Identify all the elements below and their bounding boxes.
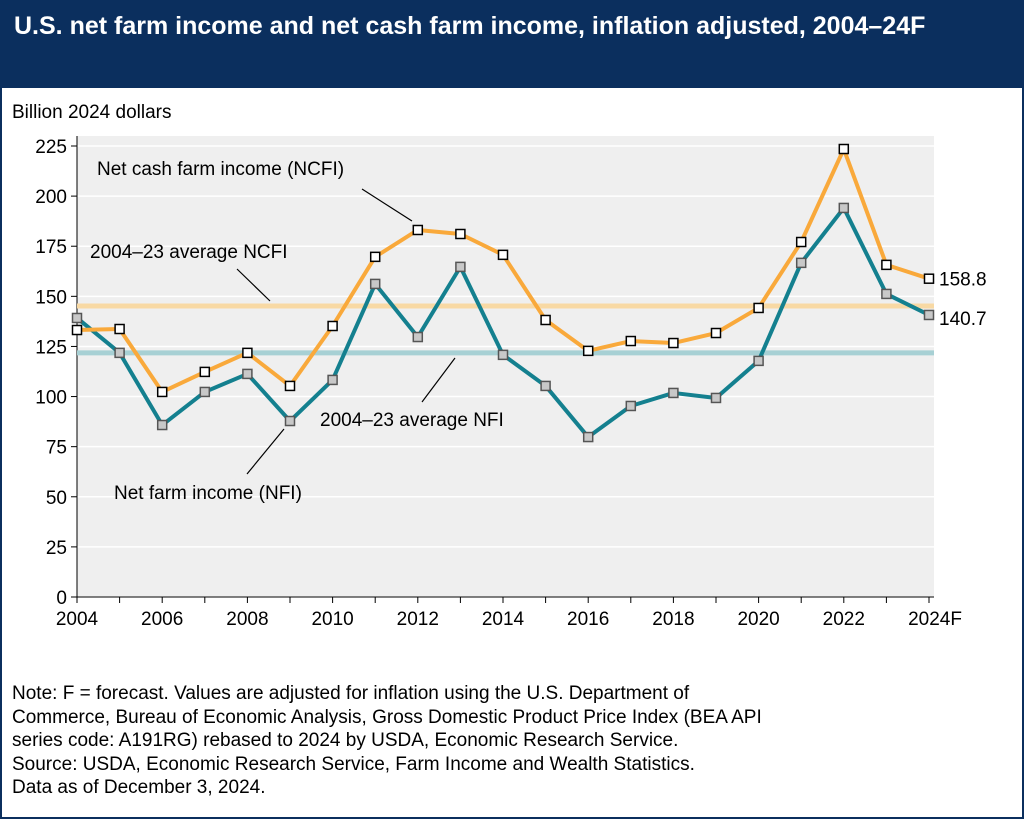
data-point: [582, 345, 594, 357]
annotation-label: 2004–23 average NFI: [320, 410, 504, 431]
data-point: [369, 251, 381, 263]
x-tick-label: 2012: [397, 609, 439, 630]
annotation-leader: [246, 428, 285, 475]
note-line: Note: F = forecast. Values are adjusted …: [12, 683, 690, 704]
data-point: [540, 314, 551, 326]
data-point: [199, 386, 211, 398]
data-point: [625, 400, 637, 412]
data-point: [327, 374, 338, 386]
data-point: [795, 257, 807, 269]
data-point: [710, 392, 722, 404]
x-tick-label: 2008: [226, 609, 268, 630]
data-point: [923, 309, 935, 321]
header: U.S. net farm income and net cash farm i…: [2, 2, 1022, 88]
y-tick-label: 125: [35, 337, 67, 358]
x-tick-label: 2004: [56, 609, 99, 630]
data-point: [327, 320, 338, 332]
annotation-label: 2004–23 average NCFI: [90, 242, 288, 263]
data-point: [199, 366, 211, 378]
data-point: [369, 278, 381, 290]
annotation-label: Net farm income (NFI): [114, 483, 302, 504]
data-point: [838, 202, 850, 214]
data-point: [838, 143, 850, 155]
y-tick-label: 75: [46, 438, 67, 459]
data-point: [753, 302, 764, 314]
data-point: [753, 355, 764, 367]
y-tick-label: 100: [35, 388, 67, 409]
x-tick-label: 2024F: [908, 609, 962, 630]
y-tick-label: 175: [35, 237, 67, 258]
data-point: [242, 368, 253, 380]
data-point: [497, 249, 509, 261]
data-point: [71, 324, 83, 336]
chart-title: U.S. net farm income and net cash farm i…: [14, 12, 926, 40]
note-line: Commerce, Bureau of Economic Analysis, G…: [12, 706, 762, 728]
annotation-label: Net cash farm income (NCFI): [97, 159, 344, 180]
data-point: [923, 273, 935, 284]
x-tick-label: 2016: [567, 609, 609, 630]
note-line: series code: A191RG) rebased to 2024 by …: [12, 730, 679, 751]
x-tick-label: 2014: [482, 609, 525, 630]
source-line: Source: USDA, Economic Research Service,…: [12, 753, 695, 775]
end-value-label: 140.7: [939, 309, 987, 330]
y-tick-label: 225: [35, 137, 67, 158]
data-point: [668, 337, 679, 349]
data-point: [284, 415, 296, 427]
data-point: [156, 386, 168, 398]
annotation-leader: [236, 268, 271, 302]
x-tick-label: 2018: [652, 609, 694, 630]
data-point: [881, 259, 892, 271]
x-tick-label: 2022: [823, 609, 865, 630]
y-tick-label: 200: [35, 187, 67, 208]
annotation-leader: [361, 188, 413, 222]
y-tick-label: 0: [56, 588, 67, 609]
data-point: [710, 327, 722, 339]
data-point: [455, 228, 466, 240]
notes: Note: F = forecast. Values are adjusted …: [12, 682, 1012, 800]
data-point: [412, 224, 424, 236]
date-line: Data as of December 3, 2024.: [12, 777, 266, 798]
data-point: [114, 347, 125, 359]
data-point: [455, 261, 466, 273]
data-point: [497, 349, 509, 361]
data-point: [412, 331, 424, 343]
y-tick-label: 50: [46, 488, 67, 509]
data-point: [582, 431, 594, 443]
data-point: [71, 312, 83, 324]
plot-area: [77, 136, 934, 597]
data-point: [795, 236, 807, 248]
data-point: [668, 387, 679, 399]
x-tick-label: 2020: [737, 609, 779, 630]
data-point: [284, 380, 296, 392]
y-tick-label: 25: [46, 538, 67, 559]
x-tick-label: 2006: [141, 609, 183, 630]
data-point: [625, 335, 637, 347]
annotation-leader: [421, 357, 456, 403]
y-tick-label: 150: [35, 287, 67, 308]
data-point: [156, 419, 168, 431]
x-tick-label: 2010: [311, 609, 353, 630]
end-value-label: 158.8: [939, 270, 987, 291]
chart: 0 25 50 75 100 125 150 175 200 225 2004 2006 2008 201…: [12, 102, 987, 630]
data-point: [881, 288, 892, 300]
y-axis-label: Billion 2024 dollars: [12, 102, 172, 123]
data-point: [540, 380, 551, 392]
data-point: [114, 323, 125, 335]
data-point: [242, 347, 253, 359]
